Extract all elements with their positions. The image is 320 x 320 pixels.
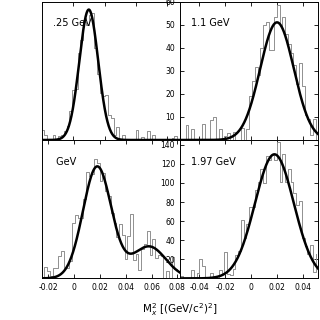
Text: .25 GeV: .25 GeV xyxy=(53,18,92,28)
Text: 1.97 GeV: 1.97 GeV xyxy=(191,156,236,167)
Text: 1.1 GeV: 1.1 GeV xyxy=(191,18,229,28)
Text: M$_x^2$ [(GeV/c$^2$)$^2$]: M$_x^2$ [(GeV/c$^2$)$^2$] xyxy=(142,301,218,318)
Text: GeV: GeV xyxy=(53,156,76,167)
